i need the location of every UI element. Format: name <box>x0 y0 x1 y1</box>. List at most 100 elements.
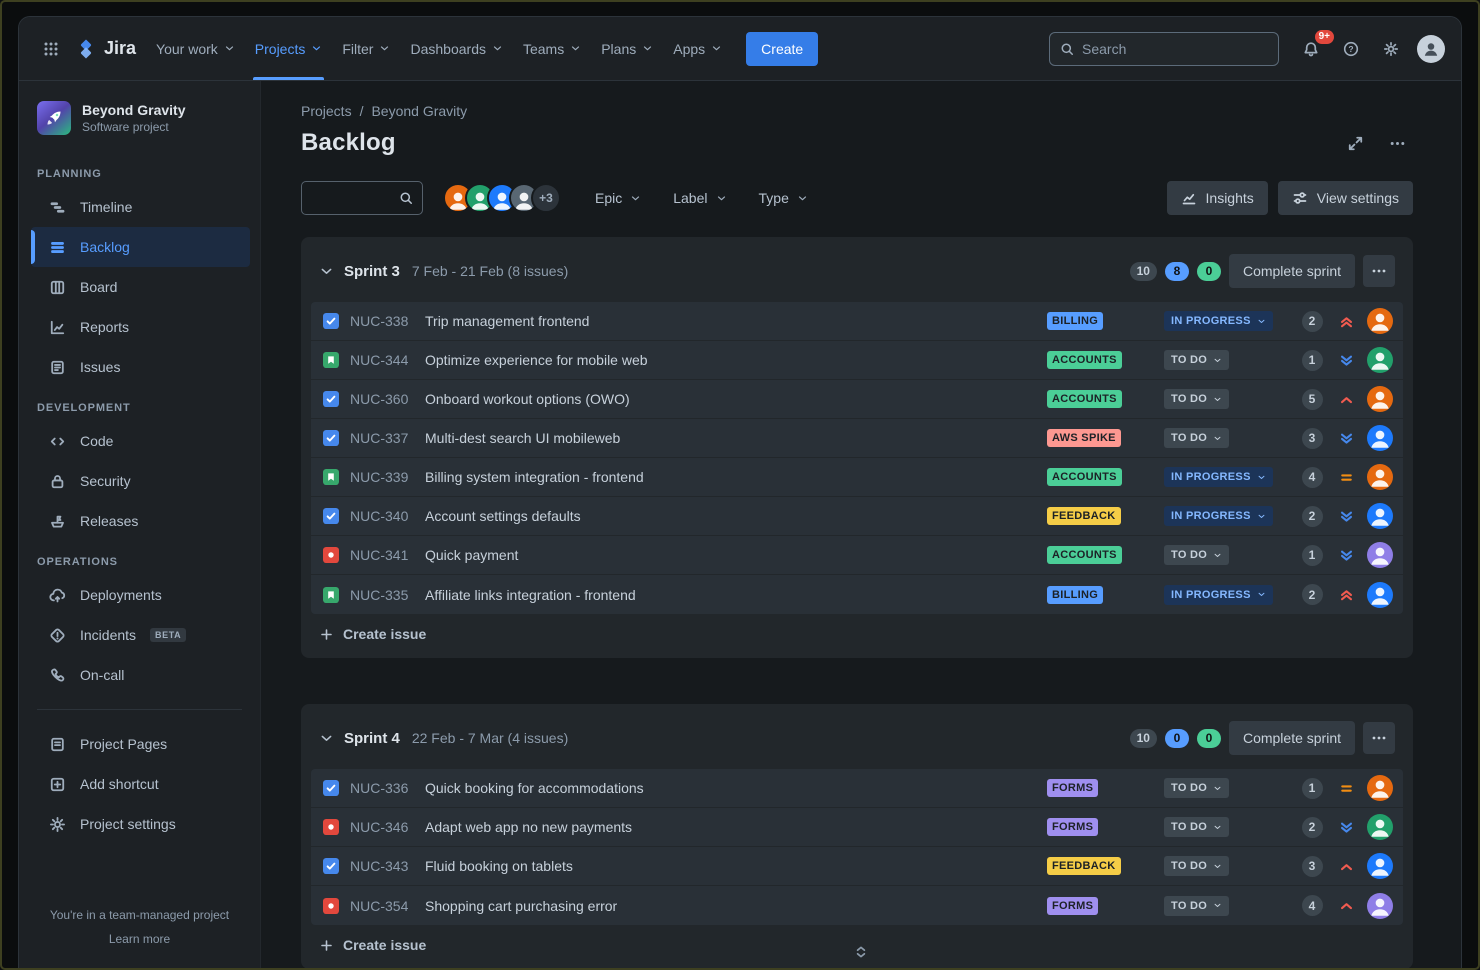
issue-row-NUC-354[interactable]: NUC-354 Shopping cart purchasing error FOR… <box>311 886 1403 925</box>
assignee-avatar[interactable] <box>1367 814 1393 840</box>
nav-item-teams[interactable]: Teams <box>513 17 591 80</box>
issue-row-NUC-344[interactable]: NUC-344 Optimize experience for mobile we… <box>311 341 1403 380</box>
epic-badge[interactable]: FORMS <box>1047 779 1099 797</box>
app-switcher-button[interactable] <box>35 33 67 65</box>
status-dropdown[interactable]: TO DO <box>1164 428 1230 448</box>
learn-more-link[interactable]: Learn more <box>108 932 171 946</box>
assignee-avatar[interactable] <box>1367 503 1393 529</box>
assignee-avatar[interactable] <box>1367 542 1393 568</box>
view-settings-button[interactable]: View settings <box>1277 181 1413 215</box>
create-button[interactable]: Create <box>746 31 819 66</box>
page-more-button[interactable] <box>1381 127 1413 159</box>
breadcrumb-project-name[interactable]: Beyond Gravity <box>371 103 468 119</box>
epic-badge[interactable]: AWS SPIKE <box>1047 429 1121 447</box>
assignee-avatar[interactable] <box>1367 581 1393 608</box>
complete-sprint-button[interactable]: Complete sprint <box>1228 254 1355 288</box>
assignee-avatar[interactable] <box>1367 386 1393 412</box>
issue-row-NUC-335[interactable]: NUC-335 Affiliate links integration - fro… <box>311 575 1403 614</box>
sidebar-item-board[interactable]: Board <box>31 267 250 307</box>
assignee-avatar[interactable] <box>1367 347 1393 373</box>
nav-item-your-work[interactable]: Your work <box>146 17 245 80</box>
epic-badge[interactable]: ACCOUNTS <box>1047 390 1122 408</box>
issue-row-NUC-339[interactable]: NUC-339 Billing system integration - fron… <box>311 458 1403 497</box>
sidebar-item-issues[interactable]: Issues <box>31 347 250 387</box>
epic-badge[interactable]: ACCOUNTS <box>1047 546 1122 564</box>
epic-badge[interactable]: BILLING <box>1047 585 1104 604</box>
global-search-input[interactable] <box>1082 40 1268 57</box>
sidebar-item-security[interactable]: Security <box>31 461 250 501</box>
assignee-avatar[interactable] <box>1367 464 1393 490</box>
status-dropdown[interactable]: IN PROGRESS <box>1164 311 1273 331</box>
issue-row-NUC-360[interactable]: NUC-360 Onboard workout options (OWO) ACCO… <box>311 380 1403 419</box>
status-dropdown[interactable]: TO DO <box>1164 856 1230 876</box>
status-dropdown[interactable]: TO DO <box>1164 778 1230 798</box>
nav-item-plans[interactable]: Plans <box>591 17 663 80</box>
notifications-button[interactable]: 9+ <box>1295 29 1334 65</box>
epic-badge[interactable]: ACCOUNTS <box>1047 468 1122 486</box>
assignee-avatar[interactable] <box>1367 775 1393 801</box>
sidebar-item-code[interactable]: Code <box>31 421 250 461</box>
create-issue-button[interactable]: Create issue <box>311 614 434 654</box>
status-dropdown[interactable]: IN PROGRESS <box>1164 506 1273 526</box>
issue-row-NUC-337[interactable]: NUC-337 Multi-dest search UI mobileweb AWS… <box>311 419 1403 458</box>
complete-sprint-button[interactable]: Complete sprint <box>1228 721 1355 755</box>
filter-type[interactable]: Type <box>749 184 818 212</box>
collapse-sprint-icon[interactable] <box>319 264 334 279</box>
resize-handle[interactable] <box>853 944 869 965</box>
settings-button[interactable] <box>1375 33 1407 65</box>
assignee-avatar[interactable] <box>1367 892 1393 919</box>
nav-item-projects[interactable]: Projects <box>245 17 333 80</box>
fullscreen-button[interactable] <box>1339 127 1371 159</box>
collapse-sprint-icon[interactable] <box>319 731 334 746</box>
status-dropdown[interactable]: IN PROGRESS <box>1164 467 1273 487</box>
sidebar-item-add-shortcut[interactable]: Add shortcut <box>31 764 250 804</box>
sidebar-item-backlog[interactable]: Backlog <box>31 227 250 267</box>
sidebar-item-project-pages[interactable]: Project Pages <box>31 724 250 764</box>
nav-item-apps[interactable]: Apps <box>663 17 732 80</box>
status-dropdown[interactable]: TO DO <box>1164 817 1230 837</box>
sidebar-item-incidents[interactable]: Incidents BETA <box>31 615 250 655</box>
epic-badge[interactable]: ACCOUNTS <box>1047 351 1122 369</box>
status-dropdown[interactable]: TO DO <box>1164 350 1230 370</box>
sidebar-item-timeline[interactable]: Timeline <box>31 187 250 227</box>
breadcrumb-projects[interactable]: Projects <box>301 103 352 119</box>
project-header[interactable]: Beyond Gravity Software project <box>19 95 260 153</box>
epic-badge[interactable]: FEEDBACK <box>1047 507 1121 525</box>
help-button[interactable]: ? <box>1335 33 1367 65</box>
nav-item-filter[interactable]: Filter <box>332 17 400 80</box>
sidebar-item-deployments[interactable]: Deployments <box>31 575 250 615</box>
issue-row-NUC-343[interactable]: NUC-343 Fluid booking on tablets FEEDBACK T… <box>311 847 1403 886</box>
insights-button[interactable]: Insights <box>1166 181 1268 215</box>
issue-row-NUC-341[interactable]: NUC-341 Quick payment ACCOUNTS TO DO 1 <box>311 536 1403 575</box>
sidebar-item-project-settings[interactable]: Project settings <box>31 804 250 844</box>
sidebar-item-releases[interactable]: Releases <box>31 501 250 541</box>
jira-logo[interactable]: Jira <box>67 38 146 60</box>
issue-row-NUC-336[interactable]: NUC-336 Quick booking for accommodations F… <box>311 769 1403 808</box>
issue-row-NUC-340[interactable]: NUC-340 Account settings defaults FEEDBACK… <box>311 497 1403 536</box>
assignee-avatar[interactable] <box>1367 425 1393 451</box>
nav-item-dashboards[interactable]: Dashboards <box>400 17 513 80</box>
global-search[interactable] <box>1049 31 1279 66</box>
status-dropdown[interactable]: IN PROGRESS <box>1164 584 1273 605</box>
filter-epic[interactable]: Epic <box>585 184 651 212</box>
sidebar-item-on-call[interactable]: On-call <box>31 655 250 695</box>
status-dropdown[interactable]: TO DO <box>1164 895 1230 916</box>
create-issue-button[interactable]: Create issue <box>311 925 434 965</box>
issue-row-NUC-338[interactable]: NUC-338 Trip management frontend BILLING IN… <box>311 302 1403 341</box>
assignee-avatar[interactable] <box>465 183 495 213</box>
assignee-avatar[interactable] <box>1367 308 1393 334</box>
filter-label[interactable]: Label <box>663 184 736 212</box>
status-dropdown[interactable]: TO DO <box>1164 389 1230 409</box>
sidebar-item-reports[interactable]: Reports <box>31 307 250 347</box>
epic-badge[interactable]: BILLING <box>1047 312 1104 330</box>
epic-badge[interactable]: FEEDBACK <box>1047 857 1121 875</box>
status-dropdown[interactable]: TO DO <box>1164 545 1230 565</box>
epic-badge[interactable]: FORMS <box>1047 818 1099 836</box>
profile-button[interactable] <box>1417 34 1445 63</box>
backlog-search-input[interactable] <box>311 190 393 206</box>
epic-badge[interactable]: FORMS <box>1047 896 1099 915</box>
backlog-search[interactable] <box>301 181 423 215</box>
sprint-more-button[interactable] <box>1363 722 1395 754</box>
assignee-avatar[interactable] <box>1367 853 1393 879</box>
issue-row-NUC-346[interactable]: NUC-346 Adapt web app no new payments FORM… <box>311 808 1403 847</box>
